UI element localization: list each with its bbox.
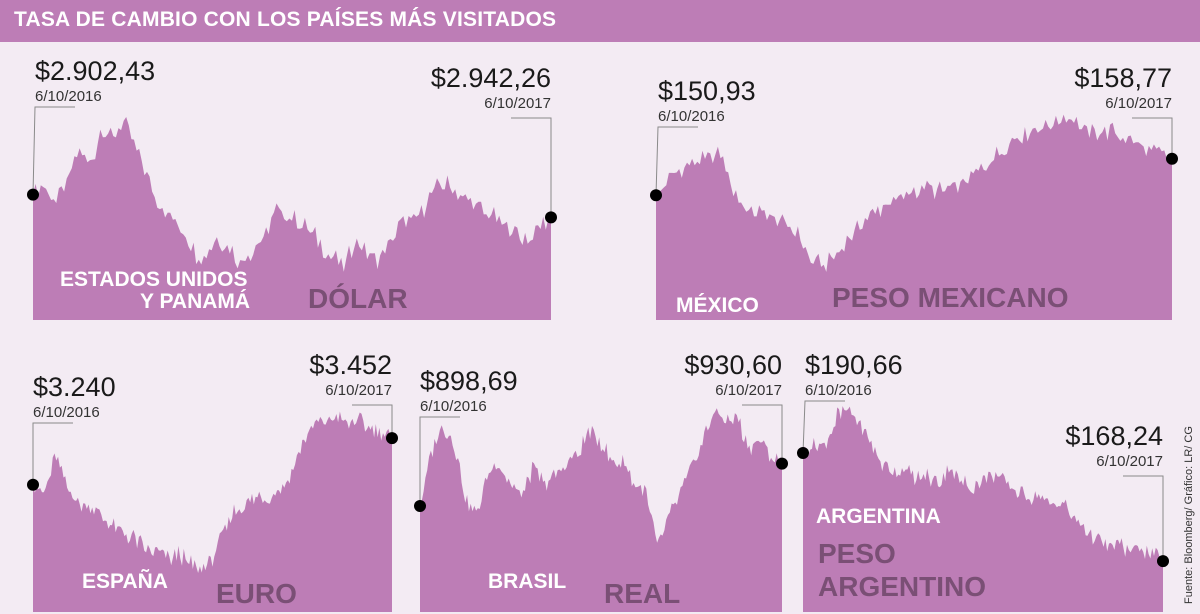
country-label: Y PANAMÁ (140, 290, 250, 313)
end-value: $2.942,26 (431, 63, 551, 93)
end-value: $158,77 (1074, 63, 1172, 93)
currency-label: REAL (604, 578, 680, 609)
start-date: 6/10/2016 (33, 404, 100, 421)
start-value: $190,66 (805, 350, 903, 380)
end-value: $930,60 (684, 350, 782, 380)
start-leader-line (419, 416, 460, 506)
start-date: 6/10/2016 (420, 398, 487, 415)
end-leader-line (1132, 117, 1173, 159)
end-point (776, 457, 788, 470)
currency-label: EURO (216, 578, 297, 609)
start-date: 6/10/2016 (805, 382, 872, 399)
start-value: $2.902,43 (35, 56, 155, 86)
end-value: $168,24 (1065, 421, 1163, 451)
end-value: $3.452 (309, 350, 392, 380)
area-series (420, 408, 782, 612)
end-point (1157, 555, 1169, 568)
chart-3: $3.240 6/10/2016 $3.452 6/10/2017 ESPAÑA EURO (27, 350, 398, 612)
start-date: 6/10/2016 (35, 88, 102, 105)
end-date: 6/10/2017 (484, 95, 551, 112)
area-series (33, 411, 392, 612)
currency-label: PESO (818, 538, 896, 569)
country-label: ESTADOS UNIDOS (60, 268, 247, 291)
start-point (414, 500, 426, 512)
end-point (545, 211, 557, 224)
end-leader-line (511, 117, 552, 218)
chart-2: $150,93 6/10/2016 $158,77 6/10/2017 MÉXICO PE… (650, 63, 1178, 320)
country-label: MÉXICO (676, 294, 759, 317)
header-bar: TASA DE CAMBIO CON LOS PAÍSES MÁS VISITA… (0, 0, 1200, 42)
area-series (33, 117, 551, 320)
start-value: $3.240 (33, 372, 116, 402)
end-date: 6/10/2017 (325, 382, 392, 399)
chart-5: $190,66 6/10/2016 $168,24 6/10/2017 ARGENTIN… (797, 350, 1169, 612)
start-point (797, 447, 809, 459)
start-leader-line (655, 126, 698, 196)
area-series (803, 406, 1163, 612)
start-value: $150,93 (658, 76, 756, 106)
currency-label: PESO MEXICANO (832, 282, 1068, 313)
currency-label: ARGENTINO (818, 571, 986, 602)
end-date: 6/10/2017 (715, 382, 782, 399)
end-leader-line (352, 404, 393, 439)
start-leader-line (802, 400, 845, 454)
start-point (650, 189, 662, 202)
country-label: ARGENTINA (816, 505, 941, 528)
end-point (386, 432, 398, 445)
start-leader-line (32, 422, 73, 485)
end-date: 6/10/2017 (1096, 453, 1163, 470)
start-point (27, 188, 39, 201)
chart-1: $2.902,43 6/10/2016 $2.942,26 6/10/2017 ESTA… (27, 56, 557, 320)
end-leader-line (1123, 475, 1164, 562)
country-label: BRASIL (488, 570, 566, 593)
chart-4: $898,69 6/10/2016 $930,60 6/10/2017 BRASIL RE… (414, 350, 788, 612)
end-leader-line (742, 404, 783, 464)
country-label: ESPAÑA (82, 570, 168, 593)
currency-label: DÓLAR (308, 283, 408, 314)
start-value: $898,69 (420, 366, 518, 396)
start-point (27, 478, 39, 491)
page-title: TASA DE CAMBIO CON LOS PAÍSES MÁS VISITA… (14, 8, 557, 31)
start-date: 6/10/2016 (658, 108, 725, 125)
source-credit: Fuente: Bloomberg/ Gráfico: LR/ CG (1183, 426, 1195, 604)
end-point (1166, 152, 1178, 165)
end-date: 6/10/2017 (1105, 95, 1172, 112)
area-series (656, 114, 1172, 320)
start-leader-line (32, 106, 75, 195)
